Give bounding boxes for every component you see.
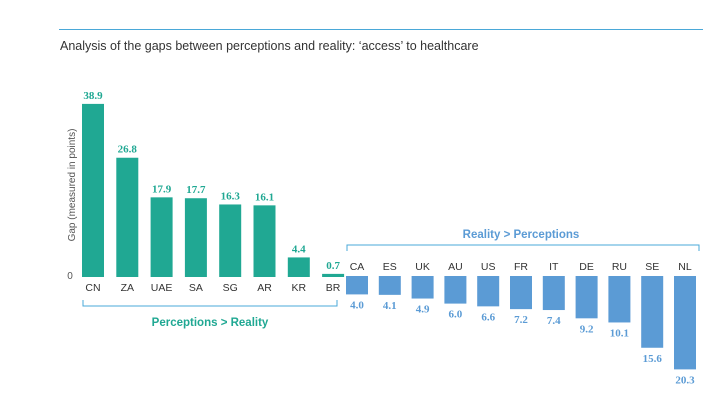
value-label-kr: 4.4 bbox=[292, 243, 306, 255]
bar-es bbox=[378, 276, 401, 295]
value-label-fr: 7.2 bbox=[514, 314, 528, 326]
group-1-label: Perceptions > Reality bbox=[152, 317, 269, 329]
category-label-cn: CN bbox=[85, 282, 100, 294]
value-label-ar: 16.1 bbox=[255, 191, 274, 203]
y-axis-label: Gap (measured in points) bbox=[67, 129, 78, 242]
bar-au bbox=[444, 276, 467, 304]
axis-layer: Gap (measured in points) 0 bbox=[67, 129, 78, 282]
category-label-es: ES bbox=[383, 261, 397, 273]
bar-cn bbox=[82, 103, 104, 278]
value-label-za: 26.8 bbox=[118, 144, 138, 156]
category-label-uk: UK bbox=[415, 261, 430, 273]
group-perceptions-over-reality: 38.9 CN 26.8 ZA 17.9 UAE 17.7 SA 16.3 SG 16.1 AR 4.4… bbox=[82, 90, 345, 329]
bar-sa bbox=[184, 198, 207, 277]
group-2-label: Reality > Perceptions bbox=[463, 229, 580, 241]
category-label-nl: NL bbox=[678, 261, 692, 273]
value-label-de: 9.2 bbox=[580, 323, 594, 335]
category-label-se: SE bbox=[645, 261, 659, 273]
chart-title: Analysis of the gaps between perceptions… bbox=[60, 39, 479, 53]
category-label-ca: CA bbox=[350, 261, 365, 273]
bar-it bbox=[542, 276, 565, 311]
category-label-sg: SG bbox=[223, 282, 238, 294]
bar-br bbox=[322, 273, 345, 277]
value-label-cn: 38.9 bbox=[83, 90, 103, 102]
category-label-ru: RU bbox=[612, 261, 627, 273]
category-label-fr: FR bbox=[514, 261, 528, 273]
category-label-kr: KR bbox=[292, 282, 307, 294]
bar-ar bbox=[253, 205, 276, 277]
bar-fr bbox=[510, 276, 532, 310]
value-label-us: 6.6 bbox=[481, 311, 495, 323]
value-label-uk: 4.9 bbox=[416, 304, 430, 316]
bar-se bbox=[641, 276, 664, 348]
value-label-it: 7.4 bbox=[547, 315, 561, 327]
value-label-uae: 17.9 bbox=[152, 183, 172, 195]
value-label-au: 6.0 bbox=[449, 309, 463, 321]
category-label-sa: SA bbox=[189, 282, 203, 294]
bar-sg bbox=[219, 204, 242, 277]
bar-uae bbox=[150, 197, 173, 277]
bar-de bbox=[575, 276, 598, 319]
value-label-es: 4.1 bbox=[383, 300, 397, 312]
value-label-se: 15.6 bbox=[643, 353, 663, 365]
value-label-ca: 4.0 bbox=[350, 299, 364, 311]
bar-ru bbox=[608, 276, 631, 323]
value-label-br: 0.7 bbox=[326, 260, 340, 272]
group-1-bracket bbox=[82, 300, 338, 307]
value-label-sg: 16.3 bbox=[221, 190, 241, 202]
value-label-ru: 10.1 bbox=[610, 327, 629, 339]
bar-nl bbox=[674, 276, 696, 370]
bar-kr bbox=[287, 257, 310, 277]
group-2-bracket bbox=[346, 244, 700, 251]
category-label-uae: UAE bbox=[151, 282, 173, 294]
top-divider bbox=[59, 29, 703, 30]
category-label-au: AU bbox=[448, 261, 463, 273]
value-label-nl: 20.3 bbox=[675, 374, 695, 386]
group-reality-over-perceptions: Reality > Perceptions CA 4.0 ES 4.1 UK 4.9 AU 6.… bbox=[346, 229, 700, 386]
category-label-za: ZA bbox=[121, 282, 134, 294]
bar-uk bbox=[411, 276, 434, 299]
category-label-de: DE bbox=[579, 261, 594, 273]
category-label-ar: AR bbox=[257, 282, 272, 294]
category-label-br: BR bbox=[326, 282, 341, 294]
category-label-it: IT bbox=[549, 261, 559, 273]
value-label-sa: 17.7 bbox=[186, 184, 206, 196]
bar-us bbox=[477, 276, 500, 307]
category-label-us: US bbox=[481, 261, 496, 273]
bar-za bbox=[116, 157, 139, 277]
y-zero-label: 0 bbox=[67, 271, 73, 282]
bar-ca bbox=[346, 276, 368, 295]
